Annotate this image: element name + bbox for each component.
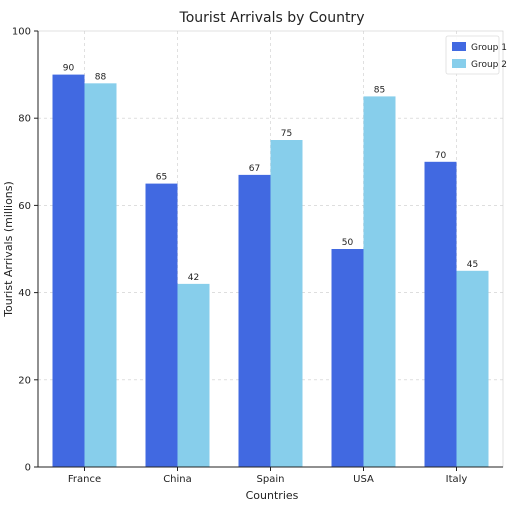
legend: Group 1 Group 2 (445, 35, 507, 75)
data-label-group-1-china: 65 (156, 173, 167, 183)
legend-label-group-1: Group 1 (471, 43, 507, 53)
bar-group-2-usa (363, 96, 396, 468)
data-label-group-1-france: 90 (63, 64, 75, 74)
y-axis-ticks: 0 20 40 60 80 100 (12, 27, 38, 474)
y-tick-label-100: 100 (12, 27, 31, 38)
bar-group-2-china (177, 283, 210, 467)
y-tick-label-0: 0 (25, 463, 31, 474)
bar-group-2-italy (456, 270, 489, 467)
legend-swatch-group-2 (452, 59, 466, 68)
bar-group-1-italy (424, 161, 457, 468)
chart-title: Tourist Arrivals by Country (179, 10, 365, 26)
data-labels: 90 88 65 42 67 75 50 85 70 45 (63, 64, 478, 283)
x-tick-label-china: China (163, 474, 192, 485)
x-axis-ticks: France China Spain USA Italy (68, 467, 468, 485)
data-label-group-2-france: 88 (95, 72, 107, 82)
legend-swatch-group-1 (452, 42, 466, 51)
data-label-group-2-spain: 75 (281, 129, 292, 139)
data-label-group-2-china: 42 (188, 273, 199, 283)
x-tick-label-france: France (68, 474, 101, 485)
bars (52, 74, 489, 468)
bar-group-2-france (84, 83, 117, 467)
legend-label-group-2: Group 2 (471, 60, 507, 70)
y-tick-label-40: 40 (18, 288, 31, 299)
bar-group-2-spain (270, 140, 303, 467)
bar-group-1-spain (238, 174, 271, 467)
data-label-group-2-italy: 45 (467, 260, 478, 270)
y-axis-label: Tourist Arrivals (millions) (2, 181, 15, 318)
x-tick-label-italy: Italy (446, 474, 468, 485)
y-tick-label-80: 80 (18, 114, 31, 125)
bar-group-1-china (145, 183, 178, 467)
bar-group-1-usa (331, 249, 364, 467)
x-axis-label: Countries (246, 489, 299, 502)
data-label-group-1-italy: 70 (435, 151, 447, 161)
bar-group-1-france (52, 74, 85, 467)
data-label-group-1-spain: 67 (249, 164, 260, 174)
data-label-group-1-usa: 50 (342, 238, 354, 248)
y-tick-label-60: 60 (18, 201, 31, 212)
x-tick-label-usa: USA (353, 474, 374, 485)
x-tick-label-spain: Spain (257, 474, 285, 485)
y-tick-label-20: 20 (18, 375, 31, 386)
data-label-group-2-usa: 85 (374, 85, 385, 95)
